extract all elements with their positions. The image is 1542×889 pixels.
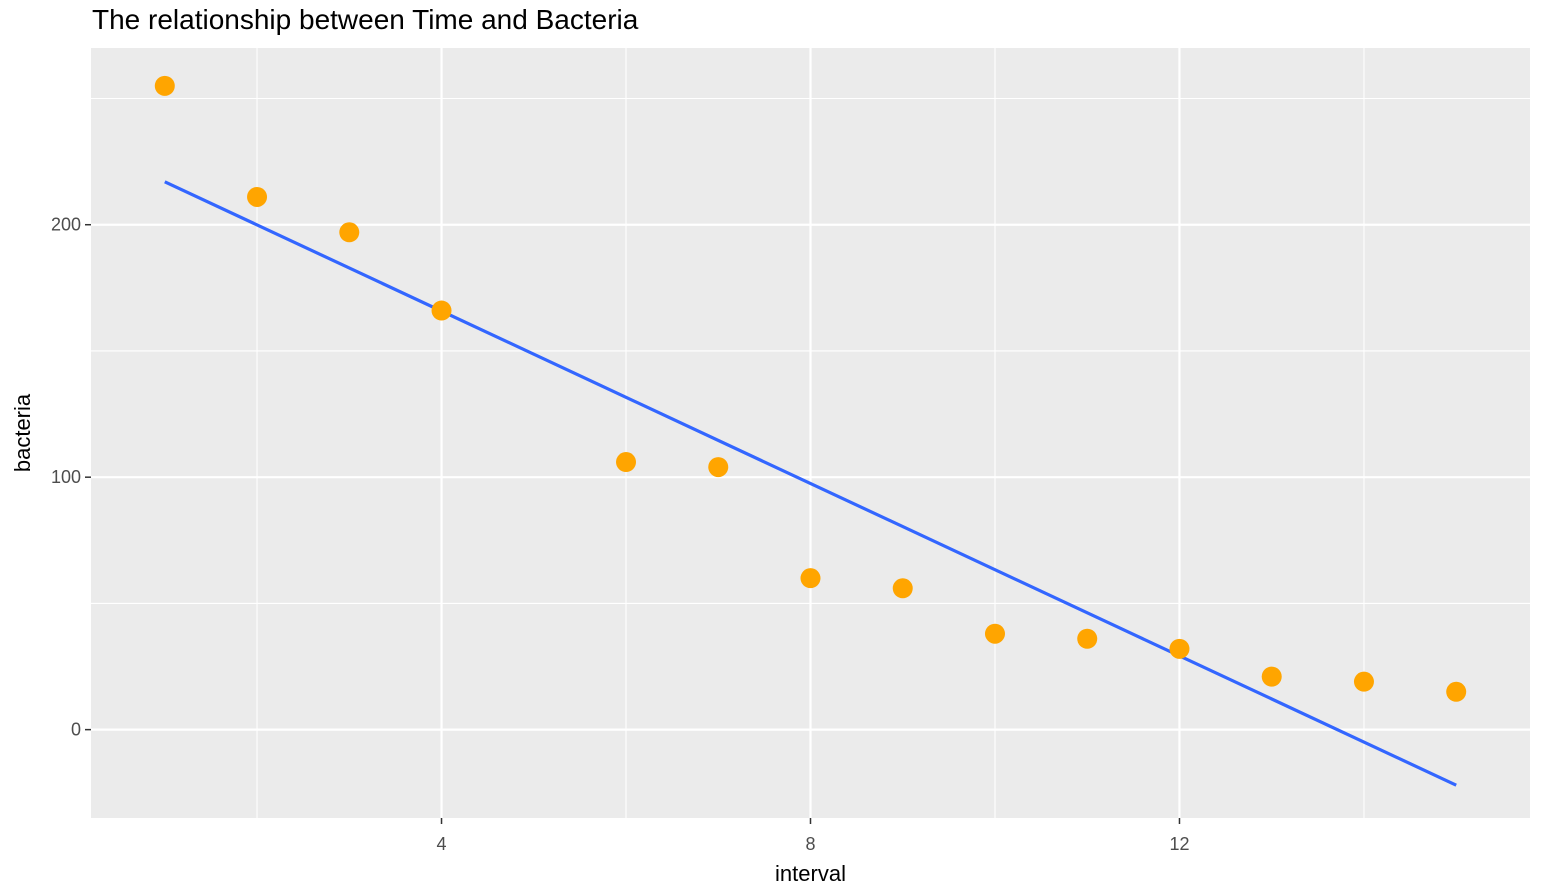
y-tick-label: 200 [51,215,81,235]
data-point [800,568,821,589]
data-point [616,452,637,473]
x-axis: 4 8 12 [437,818,1189,854]
data-point [892,578,913,599]
y-tick-label: 0 [71,720,81,740]
chart-title: The relationship between Time and Bacter… [92,4,639,35]
data-point [431,300,452,321]
x-axis-title: interval [775,861,846,886]
data-point [1353,671,1374,692]
grid-major [91,48,1530,818]
data-point [154,75,175,96]
data-point [247,186,268,207]
x-tick-label: 8 [805,834,815,854]
fit-line-layer [164,180,1457,787]
data-point [1077,628,1098,649]
y-axis-title: bacteria [10,393,35,472]
data-point [1446,681,1467,702]
regression-line [164,180,1457,787]
x-tick-label: 12 [1169,834,1189,854]
data-point [708,457,729,478]
x-tick-label: 4 [437,834,447,854]
y-tick-label: 100 [51,467,81,487]
data-point [1169,638,1190,659]
points-layer [154,75,1467,702]
data-point [984,623,1005,644]
data-point [339,222,360,243]
data-point [1261,666,1282,687]
y-axis: 0 100 200 [51,215,91,740]
